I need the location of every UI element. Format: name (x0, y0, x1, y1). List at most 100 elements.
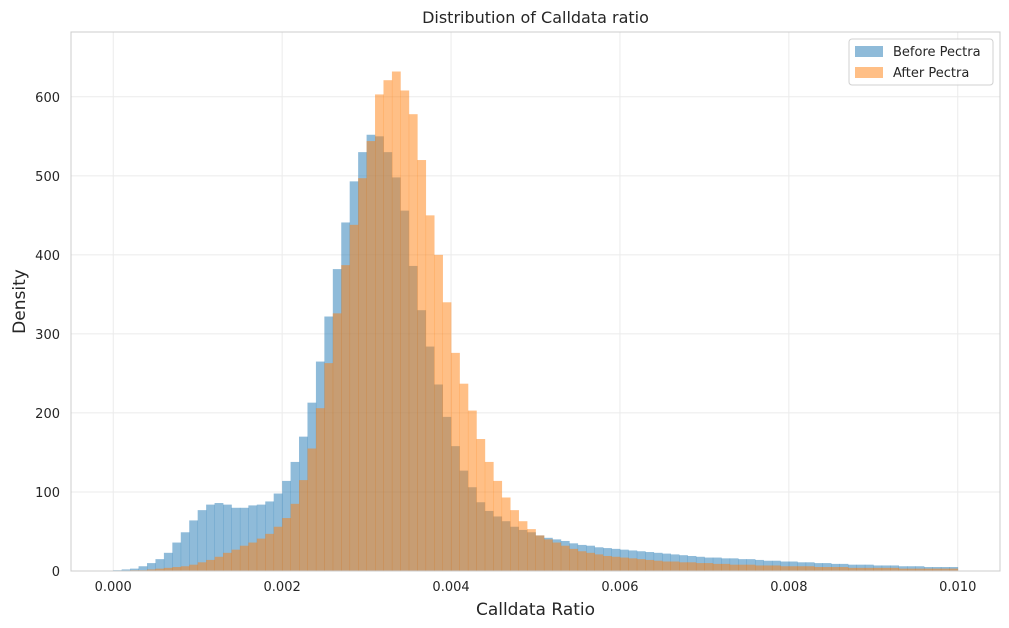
histogram-bar (712, 563, 722, 571)
histogram-bar (898, 568, 908, 571)
histogram-bar (163, 567, 173, 571)
histogram-bar (189, 564, 199, 571)
histogram-bar (746, 564, 756, 571)
histogram-bar (315, 408, 325, 571)
histogram-bar (273, 526, 283, 571)
y-tick-label: 400 (35, 249, 60, 264)
histogram-bar (586, 552, 595, 571)
histogram-bar (687, 562, 697, 571)
histogram-bar (907, 568, 916, 571)
histogram-bar (923, 568, 933, 571)
histogram-bar (223, 552, 232, 571)
legend-label-before-pectra: Before Pectra (893, 45, 981, 60)
histogram-bar (239, 545, 249, 571)
histogram-bar (864, 567, 874, 571)
histogram-bar (729, 564, 739, 571)
histogram-bar (594, 554, 604, 571)
histogram-bar (771, 565, 781, 571)
grid-layer (71, 32, 1000, 572)
histogram-bar (653, 560, 663, 571)
histogram-bar (890, 567, 900, 571)
x-axis-label: Calldata Ratio (476, 600, 595, 620)
y-tick-label: 0 (52, 565, 60, 580)
legend: Before Pectra After Pectra (848, 38, 994, 86)
histogram-bar (223, 504, 232, 571)
histogram-bar (484, 461, 494, 571)
histogram-bar (155, 568, 165, 571)
legend-swatch-before-pectra (855, 46, 883, 57)
y-tick-label: 100 (35, 486, 60, 501)
plot-frame (70, 31, 1001, 572)
histogram-bar (442, 302, 452, 571)
histogram-bar (231, 549, 241, 571)
series-before-pectra (113, 134, 959, 572)
histogram-bar (408, 114, 418, 572)
chart-title: Distribution of Calldata ratio (422, 8, 649, 27)
histogram-bar (814, 567, 823, 571)
histogram-bar (822, 567, 832, 571)
histogram-bar (611, 556, 621, 571)
histogram-bar (265, 533, 275, 571)
y-tick-label: 200 (35, 407, 60, 422)
legend-label-after-pectra: After Pectra (893, 66, 969, 81)
histogram-bar (214, 556, 224, 571)
histogram-bar (527, 529, 536, 571)
histogram-bar (704, 563, 714, 571)
histogram-bar (163, 552, 173, 571)
histogram-bar (147, 569, 156, 571)
histogram-bar (780, 566, 790, 571)
histogram-bar (510, 510, 519, 571)
histogram-bar (915, 568, 925, 571)
histogram-bar (147, 563, 156, 571)
histogram-bar (375, 94, 384, 571)
histogram-bar (560, 545, 570, 571)
histogram-bar (577, 551, 587, 571)
histogram-bar (636, 559, 646, 571)
histogram-bar (552, 542, 562, 571)
histogram-bar (940, 568, 950, 571)
histogram-bar (231, 507, 241, 571)
y-tick-label: 500 (35, 170, 60, 185)
histogram-bar (206, 504, 215, 571)
y-tick-label: 600 (35, 91, 60, 106)
histogram-bar (206, 559, 215, 571)
histogram-bar (391, 71, 401, 572)
histogram-bar (307, 448, 317, 571)
histogram-bar (299, 480, 308, 571)
bars-layer (113, 71, 959, 572)
histogram-bar (358, 178, 367, 572)
histogram-bar (130, 568, 139, 571)
histogram-bar (839, 567, 849, 571)
histogram-bar (493, 480, 503, 571)
histogram-bar (932, 568, 942, 571)
x-tick-label: 0.008 (770, 580, 807, 595)
histogram-bar (121, 569, 131, 571)
histogram-bar (417, 160, 427, 571)
histogram-bar (755, 565, 764, 571)
histogram-bar (256, 538, 266, 571)
histogram-bar (459, 383, 469, 571)
x-tick-label: 0.010 (939, 580, 976, 595)
histogram-bar (383, 80, 393, 571)
histogram-bar (451, 352, 460, 571)
histogram-bar (282, 518, 291, 571)
histogram-bar (256, 504, 266, 571)
histogram-bar (873, 567, 883, 571)
histogram-bar (788, 566, 798, 571)
histogram-bar (501, 497, 511, 571)
legend-swatch-after-pectra (855, 67, 883, 78)
histogram-bar (881, 567, 891, 571)
histogram-bar (349, 224, 359, 571)
histogram-bar (197, 510, 207, 571)
histogram-bar (738, 564, 747, 571)
histogram-bar (695, 563, 705, 571)
histogram-bar (679, 562, 688, 571)
histogram-bar (197, 562, 207, 571)
histogram-bar (155, 559, 165, 571)
x-tick-label: 0.006 (601, 580, 638, 595)
histogram-bar (172, 567, 182, 571)
histogram-bar (645, 559, 655, 571)
x-tick-label: 0.004 (432, 580, 469, 595)
series-after-pectra (130, 71, 959, 572)
